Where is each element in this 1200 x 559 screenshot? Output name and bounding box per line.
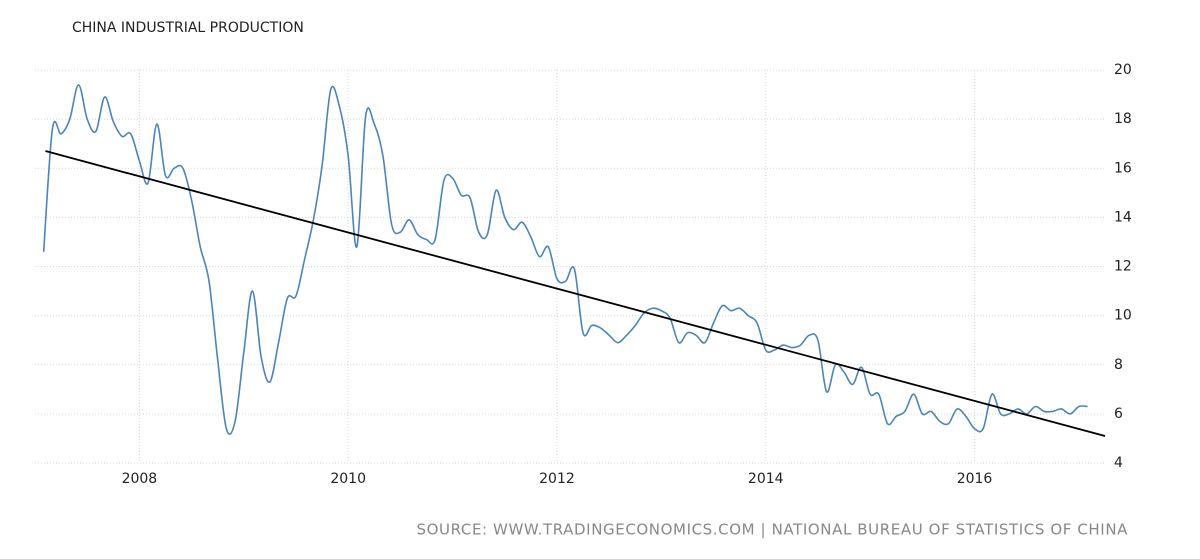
y-tick-label: 16	[1114, 160, 1132, 176]
data-line	[42, 83, 1088, 435]
x-tick-label: 2010	[330, 471, 366, 487]
y-tick-label: 8	[1114, 357, 1123, 373]
y-tick-label: 20	[1114, 62, 1132, 78]
chart-title: CHINA INDUSTRIAL PRODUCTION	[72, 20, 304, 36]
x-tick-label: 2008	[122, 471, 158, 487]
y-tick-label: 12	[1114, 259, 1132, 275]
trend-line	[45, 150, 1106, 437]
y-tick-label: 10	[1114, 308, 1132, 324]
y-tick-label: 14	[1114, 209, 1132, 225]
x-tick-label: 2016	[957, 471, 993, 487]
x-tick-label: 2014	[748, 471, 784, 487]
y-tick-label: 6	[1114, 406, 1123, 422]
source-note: SOURCE: WWW.TRADINGECONOMICS.COM | NATIO…	[416, 521, 1128, 539]
y-tick-label: 4	[1114, 455, 1123, 471]
y-tick-label: 18	[1114, 111, 1132, 127]
x-tick-label: 2012	[539, 471, 575, 487]
